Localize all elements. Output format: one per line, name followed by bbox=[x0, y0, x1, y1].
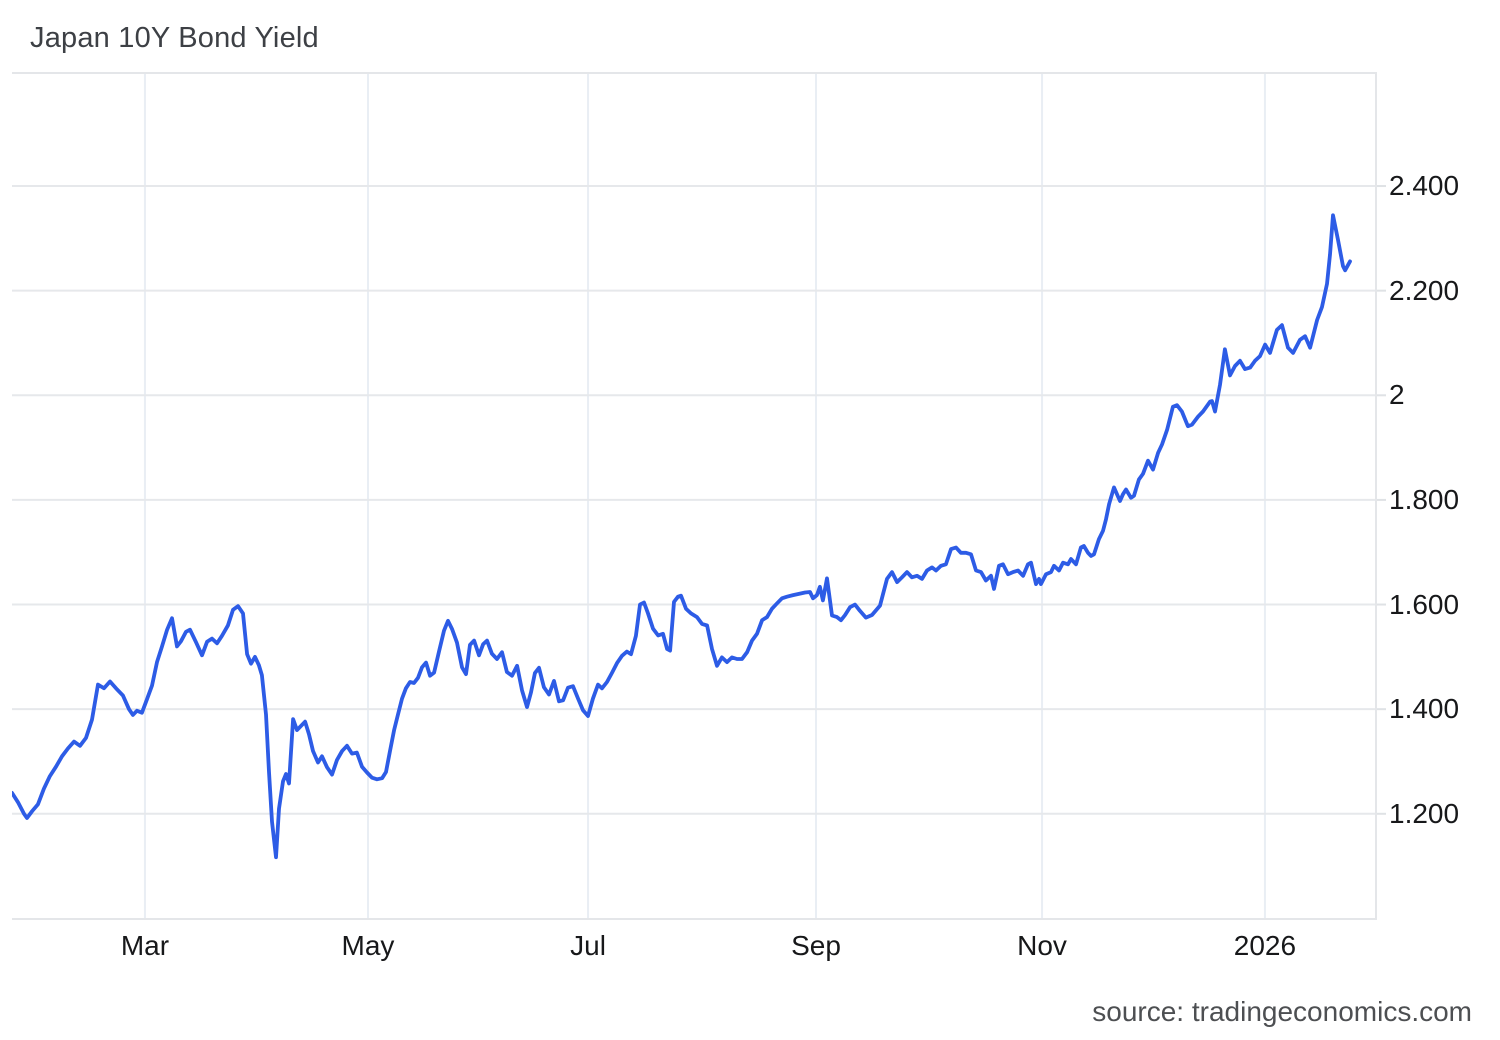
x-tick-label: Nov bbox=[1017, 930, 1067, 961]
y-tick-label: 2 bbox=[1389, 379, 1405, 411]
y-tick-label: 2.200 bbox=[1389, 274, 1460, 306]
y-tick-label: 2.400 bbox=[1389, 170, 1460, 202]
chart-title: Japan 10Y Bond Yield bbox=[30, 22, 319, 54]
source-credit: source: tradingeconomics.com bbox=[1092, 996, 1472, 1027]
x-tick-label: Jul bbox=[570, 930, 606, 961]
y-tick-label: 1.800 bbox=[1389, 483, 1460, 515]
x-tick-label: 2026 bbox=[1233, 930, 1297, 961]
line-chart bbox=[10, 72, 1386, 920]
x-tick-label: May bbox=[341, 930, 395, 961]
plot-area[interactable] bbox=[10, 72, 1386, 921]
y-tick-label: 1.600 bbox=[1389, 588, 1460, 620]
x-tick-label: Mar bbox=[120, 930, 170, 961]
x-tick-label: Sep bbox=[791, 930, 841, 961]
yield-line bbox=[10, 213, 1352, 860]
y-tick-label: 1.200 bbox=[1389, 797, 1460, 829]
y-tick-label: 1.400 bbox=[1389, 693, 1460, 725]
